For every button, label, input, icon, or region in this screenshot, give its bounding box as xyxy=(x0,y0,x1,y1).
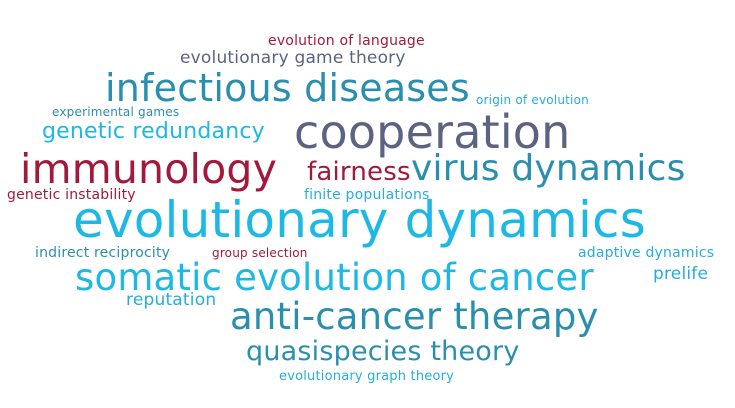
word-evolutionary-game-theory: evolutionary game theory xyxy=(180,48,406,68)
word-experimental-games: experimental games xyxy=(52,105,180,119)
word-anti-cancer-therapy: anti-cancer therapy xyxy=(230,295,599,338)
word-genetic-instability: genetic instability xyxy=(7,187,136,203)
word-reputation: reputation xyxy=(126,290,217,310)
word-origin-of-evolution: origin of evolution xyxy=(476,93,589,107)
word-somatic-evolution-of-cancer: somatic evolution of cancer xyxy=(75,256,594,299)
word-indirect-reciprocity: indirect reciprocity xyxy=(35,245,171,261)
word-adaptive-dynamics: adaptive dynamics xyxy=(578,245,715,261)
word-evolution-of-language: evolution of language xyxy=(268,33,425,49)
word-cooperation: cooperation xyxy=(294,105,571,159)
word-infectious-diseases: infectious diseases xyxy=(105,66,470,110)
word-immunology: immunology xyxy=(20,145,278,193)
word-prelife: prelife xyxy=(653,264,709,284)
word-genetic-redundancy: genetic redundancy xyxy=(42,119,265,144)
word-virus-dynamics: virus dynamics xyxy=(411,148,686,189)
word-group-selection: group selection xyxy=(212,246,308,260)
word-evolutionary-graph-theory: evolutionary graph theory xyxy=(279,369,455,384)
word-fairness: fairness xyxy=(307,157,411,187)
word-evolutionary-dynamics: evolutionary dynamics xyxy=(73,191,646,249)
word-quasispecies-theory: quasispecies theory xyxy=(246,336,520,367)
word-finite-populations: finite populations xyxy=(304,187,430,203)
